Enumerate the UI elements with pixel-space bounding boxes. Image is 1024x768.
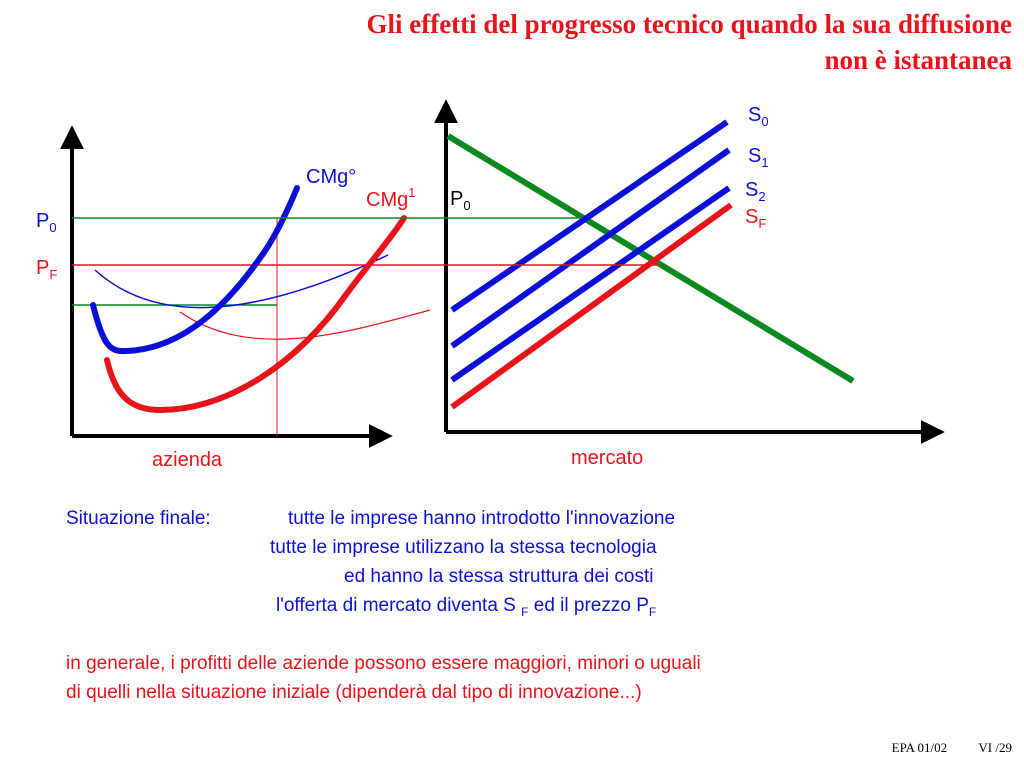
explanation-line-2: tutte le imprese utilizzano la stessa te… bbox=[270, 537, 657, 558]
general-line-1: in generale, i profitti delle aziende po… bbox=[66, 653, 701, 674]
explanation-line-1: tutte le imprese hanno introdotto l'inno… bbox=[288, 508, 676, 529]
cmg0-curve bbox=[90, 185, 300, 355]
market-panel: P0 S0 S1 S2 SF mercato bbox=[434, 99, 945, 469]
market-panel-label: mercato bbox=[571, 447, 643, 469]
supply-s2-line bbox=[450, 185, 731, 383]
supply-sf-line bbox=[450, 202, 733, 410]
firm-pf-label: PF bbox=[36, 257, 57, 282]
cmg0-average-cost-curve bbox=[94, 254, 389, 309]
supply-s2-label: S2 bbox=[745, 179, 766, 204]
supply-s1-line bbox=[450, 147, 731, 349]
slide-title: Gli effetti del progresso tecnico quando… bbox=[112, 6, 1012, 78]
supply-sf-label: SF bbox=[745, 206, 766, 231]
cmg1-curve bbox=[104, 215, 407, 414]
slide-footer: EPA 01/02 VI /29 bbox=[864, 740, 1012, 756]
firm-p0-label: P0 bbox=[36, 210, 57, 235]
market-demand-line bbox=[446, 133, 855, 384]
cmg1-average-cost-curve bbox=[179, 309, 431, 340]
title-line-2: non è istantanea bbox=[824, 45, 1012, 75]
explanation-line-4: l'offerta di mercato diventa S F ed il p… bbox=[276, 595, 657, 619]
firm-panel: P0 PF CMg° CMg1 azienda bbox=[36, 125, 431, 471]
supply-s1-label: S1 bbox=[748, 145, 769, 170]
cmg0-label: CMg° bbox=[306, 166, 356, 188]
explanation-line-3: ed hanno la stessa struttura dei costi bbox=[344, 566, 654, 587]
cmg1-label: CMg1 bbox=[366, 185, 415, 211]
intro-label: Situazione finale: bbox=[66, 508, 211, 529]
market-p0-label: P0 bbox=[450, 188, 471, 213]
firm-panel-label: azienda bbox=[152, 449, 223, 471]
supply-s0-label: S0 bbox=[748, 104, 769, 129]
footer-page: VI /29 bbox=[978, 740, 1012, 755]
footer-course: EPA 01/02 bbox=[891, 740, 948, 755]
title-line-1: Gli effetti del progresso tecnico quando… bbox=[366, 9, 1012, 39]
general-line-2: di quelli nella situazione iniziale (dip… bbox=[66, 682, 642, 703]
diagram-canvas: P0 PF CMg° CMg1 azienda P0 S0 S1 S2 SF m… bbox=[36, 99, 945, 471]
supply-s0-line bbox=[450, 119, 729, 313]
